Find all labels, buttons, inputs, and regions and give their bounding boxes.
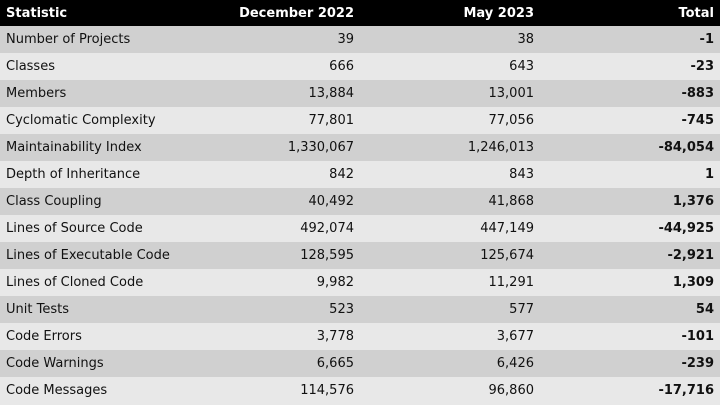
may-2023-cell: 125,674 xyxy=(360,242,540,269)
december-2022-cell: 9,982 xyxy=(180,269,360,296)
total-cell: -44,925 xyxy=(540,215,720,242)
header-statistic: Statistic xyxy=(0,0,180,26)
december-2022-cell: 1,330,067 xyxy=(180,134,360,161)
may-2023-cell: 577 xyxy=(360,296,540,323)
may-2023-cell: 1,246,013 xyxy=(360,134,540,161)
may-2023-cell: 41,868 xyxy=(360,188,540,215)
total-cell: 54 xyxy=(540,296,720,323)
header-may-2023: May 2023 xyxy=(360,0,540,26)
december-2022-cell: 13,884 xyxy=(180,80,360,107)
total-cell: -2,921 xyxy=(540,242,720,269)
header-total: Total xyxy=(540,0,720,26)
statistic-cell: Code Messages xyxy=(0,377,180,404)
december-2022-cell: 3,778 xyxy=(180,323,360,350)
table-row: Cyclomatic Complexity 77,801 77,056 -745 xyxy=(0,107,720,134)
may-2023-cell: 38 xyxy=(360,26,540,53)
total-cell: -745 xyxy=(540,107,720,134)
statistic-cell: Unit Tests xyxy=(0,296,180,323)
table-row: Lines of Source Code 492,074 447,149 -44,92… xyxy=(0,215,720,242)
statistic-cell: Code Warnings xyxy=(0,350,180,377)
total-cell: 1,376 xyxy=(540,188,720,215)
table-row: Class Coupling 40,492 41,868 1,376 xyxy=(0,188,720,215)
total-cell: -84,054 xyxy=(540,134,720,161)
total-cell: -1 xyxy=(540,26,720,53)
table-row: Depth of Inheritance 842 843 1 xyxy=(0,161,720,188)
statistic-cell: Lines of Source Code xyxy=(0,215,180,242)
may-2023-cell: 6,426 xyxy=(360,350,540,377)
total-cell: -17,716 xyxy=(540,377,720,404)
table-row: Unit Tests 523 577 54 xyxy=(0,296,720,323)
december-2022-cell: 77,801 xyxy=(180,107,360,134)
table-row: Code Messages 114,576 96,860 -17,716 xyxy=(0,377,720,404)
statistic-cell: Lines of Cloned Code xyxy=(0,269,180,296)
statistic-cell: Maintainability Index xyxy=(0,134,180,161)
statistic-cell: Cyclomatic Complexity xyxy=(0,107,180,134)
december-2022-cell: 492,074 xyxy=(180,215,360,242)
statistic-cell: Members xyxy=(0,80,180,107)
december-2022-cell: 666 xyxy=(180,53,360,80)
may-2023-cell: 11,291 xyxy=(360,269,540,296)
december-2022-cell: 114,576 xyxy=(180,377,360,404)
table-row: Lines of Executable Code 128,595 125,674 -2… xyxy=(0,242,720,269)
total-cell: -101 xyxy=(540,323,720,350)
may-2023-cell: 3,677 xyxy=(360,323,540,350)
statistic-cell: Class Coupling xyxy=(0,188,180,215)
may-2023-cell: 843 xyxy=(360,161,540,188)
statistic-cell: Classes xyxy=(0,53,180,80)
statistic-cell: Lines of Executable Code xyxy=(0,242,180,269)
december-2022-cell: 842 xyxy=(180,161,360,188)
header-december-2022: December 2022 xyxy=(180,0,360,26)
table-row: Code Warnings 6,665 6,426 -239 xyxy=(0,350,720,377)
december-2022-cell: 40,492 xyxy=(180,188,360,215)
may-2023-cell: 77,056 xyxy=(360,107,540,134)
total-cell: -23 xyxy=(540,53,720,80)
may-2023-cell: 13,001 xyxy=(360,80,540,107)
header-row: Statistic December 2022 May 2023 Total xyxy=(0,0,720,26)
december-2022-cell: 523 xyxy=(180,296,360,323)
table-row: Code Errors 3,778 3,677 -101 xyxy=(0,323,720,350)
december-2022-cell: 6,665 xyxy=(180,350,360,377)
table-row: Maintainability Index 1,330,067 1,246,013-… xyxy=(0,134,720,161)
table-row: Lines of Cloned Code 9,982 11,291 1,309 xyxy=(0,269,720,296)
total-cell: 1 xyxy=(540,161,720,188)
statistic-cell: Number of Projects xyxy=(0,26,180,53)
total-cell: -883 xyxy=(540,80,720,107)
may-2023-cell: 447,149 xyxy=(360,215,540,242)
table-row: Classes 666 643 -23 xyxy=(0,53,720,80)
statistic-cell: Depth of Inheritance xyxy=(0,161,180,188)
table-row: Number of Projects 39 38 -1 xyxy=(0,26,720,53)
total-cell: -239 xyxy=(540,350,720,377)
december-2022-cell: 39 xyxy=(180,26,360,53)
december-2022-cell: 128,595 xyxy=(180,242,360,269)
total-cell: 1,309 xyxy=(540,269,720,296)
may-2023-cell: 643 xyxy=(360,53,540,80)
table-row: Members 13,884 13,001 -883 xyxy=(0,80,720,107)
statistic-cell: Code Errors xyxy=(0,323,180,350)
may-2023-cell: 96,860 xyxy=(360,377,540,404)
